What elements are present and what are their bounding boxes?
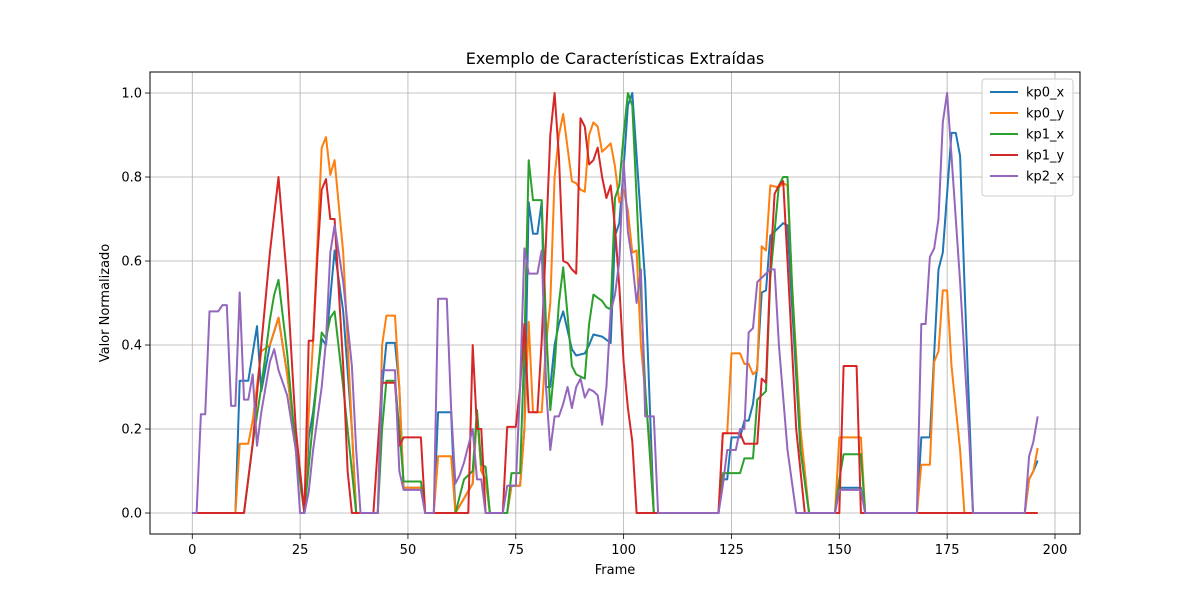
y-tick-label: 1.0 [121, 87, 142, 102]
legend-label: kp2_x [1026, 170, 1065, 185]
legend-label: kp0_y [1026, 107, 1065, 122]
x-tick-label: 50 [400, 543, 417, 558]
y-tick-label: 0.2 [121, 423, 142, 438]
plot-frame [149, 71, 1081, 535]
x-tick-label: 200 [1043, 543, 1068, 558]
y-axis-label: Valor Normalizado [98, 244, 113, 363]
series-line-kp2-x [192, 92, 1039, 514]
x-tick-label: 175 [935, 543, 960, 558]
x-axis-label: Frame [595, 563, 636, 578]
legend: kp0_x kp0_y kp1_x kp1_y kp2_x [981, 78, 1074, 197]
y-tick-label: 0.6 [121, 255, 142, 270]
y-tick-label: 0.0 [121, 507, 142, 522]
x-tick-label: 25 [292, 543, 309, 558]
axes: 0 25 50 75 100 125 150 175 200 0.0 0.2 0.4 0.6 0.8 1.0 [121, 87, 1067, 559]
series-line-kp1-x [192, 92, 1038, 514]
x-tick-label: 75 [508, 543, 525, 558]
x-tick-label: 0 [188, 543, 196, 558]
x-tick-label: 150 [827, 543, 852, 558]
x-tick-label: 125 [719, 543, 744, 558]
series-line-kp0-y [192, 113, 1039, 514]
legend-label: kp1_x [1026, 128, 1065, 143]
y-tick-label: 0.8 [121, 171, 142, 186]
y-tick-label: 0.4 [121, 339, 142, 354]
legend-box [981, 78, 1074, 197]
series-lines [192, 92, 1039, 514]
series-line-kp1-y [192, 92, 1038, 514]
chart-title: Exemplo de Características Extraídas [466, 49, 764, 68]
legend-label: kp1_y [1026, 149, 1065, 164]
x-tick-label: 100 [611, 543, 636, 558]
legend-label: kp0_x [1026, 86, 1065, 101]
